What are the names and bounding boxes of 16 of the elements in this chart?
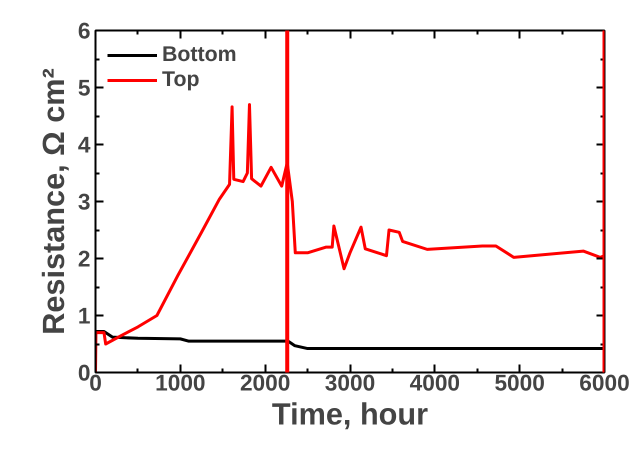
x-tick-label: 1000 [155, 370, 206, 396]
x-axis-title: Time, hour [272, 398, 428, 432]
x-tick-label: 5000 [494, 370, 545, 396]
legend-label: Bottom [162, 42, 237, 67]
x-tick-label: 3000 [324, 370, 376, 396]
x-tick-label: 4000 [410, 370, 460, 396]
x-tick-label: 2000 [240, 370, 290, 396]
legend-label: Top [162, 67, 200, 92]
y-tick-label: 2 [78, 246, 91, 272]
y-tick-label: 5 [78, 74, 91, 100]
y-tick-label: 4 [78, 132, 91, 158]
y-axis-title: Resistance, Ω cm² [36, 68, 71, 335]
y-tick-label: 6 [78, 18, 91, 44]
y-tick-label: 3 [78, 188, 91, 214]
x-tick-label: 6000 [579, 370, 630, 396]
y-tick-label: 1 [78, 302, 91, 328]
